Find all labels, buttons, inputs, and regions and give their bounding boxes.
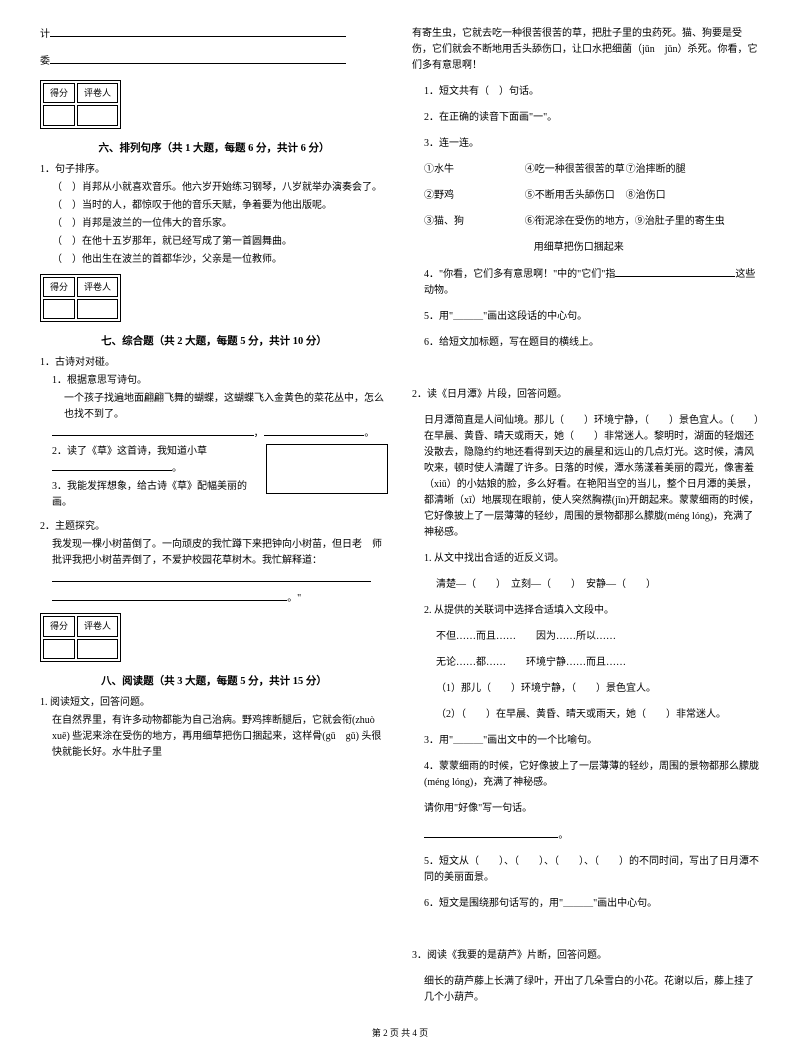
r2-q6: 6．短文是围绕那句话写的，用"＿＿＿"画出中心句。 bbox=[412, 896, 760, 912]
q6-1-line-1: （ ）当时的人，都惊叹于他的音乐天赋，争着要为他出版呢。 bbox=[40, 198, 388, 214]
r2-text: 日月潭简直是人间仙境。那儿（ ）环境宁静，（ ）景色宜人。（ ）在早晨、黄昏、晴… bbox=[412, 413, 760, 541]
q6-1-label: 1．句子排序。 bbox=[40, 162, 388, 178]
score-box-8: 得分评卷人 bbox=[40, 613, 121, 662]
r-para1: 有寄生虫，它就去吃一种很苦很苦的草，把肚子里的虫药死。猫、狗要是受伤，它们就会不… bbox=[412, 26, 760, 74]
q8-1-text: 在自然界里，有许多动物都能为自己治病。野鸡摔断腿后，它就会衔(zhuò xuē)… bbox=[40, 713, 388, 761]
page-footer: 第 2 页 共 4 页 bbox=[40, 1026, 760, 1040]
r-q4: 4．"你看，它们多有意思啊！"中的"它们"指这些动物。 bbox=[412, 266, 760, 299]
q6-1-line-2: （ ）肖邦是波兰的一位伟大的音乐家。 bbox=[40, 216, 388, 232]
q6-1-line-3: （ ）在他十五岁那年，就已经写成了第一首圆舞曲。 bbox=[40, 234, 388, 250]
section-7-title: 七、综合题（共 2 大题，每题 5 分，共计 10 分） bbox=[40, 334, 388, 351]
r2-q2-a: 不但……而且…… 因为……所以…… bbox=[412, 629, 760, 645]
q8-1-label: 1. 阅读短文，回答问题。 bbox=[40, 695, 388, 711]
match-row-3b: 用细草把伤口捆起来 bbox=[412, 240, 760, 256]
q8-1: 1. 阅读短文，回答问题。 在自然界里，有许多动物都能为自己治病。野鸡摔断腿后，… bbox=[40, 695, 388, 761]
score-c2: 评卷人 bbox=[77, 83, 118, 103]
r-q1-2: 2．在正确的读音下面画"一"。 bbox=[412, 110, 760, 126]
score-box-7: 得分评卷人 bbox=[40, 274, 121, 323]
match-row-1: ①水牛④吃一种很苦很苦的草⑦治摔断的腿 bbox=[412, 162, 760, 178]
r-q6: 6．给短文加标题，写在题目的横线上。 bbox=[412, 335, 760, 351]
r3-text: 细长的葫芦藤上长满了绿叶，开出了几朵雪白的小花。花谢以后，藤上挂了几个小葫芦。 bbox=[412, 974, 760, 1006]
r2-q4b: 请你用"好像"写一句话。 bbox=[412, 801, 760, 817]
drawing-box bbox=[266, 444, 388, 494]
top-line-ji: 计 bbox=[40, 26, 388, 43]
match-row-3: ③猫、狗⑥衔泥涂在受伤的地方，⑨治肚子里的寄生虫 bbox=[412, 214, 760, 230]
r-q5: 5．用"＿＿＿"画出这段话的中心句。 bbox=[412, 309, 760, 325]
q7-1-1-text: 一个孩子找遍地面翩翩飞舞的蝴蝶，这蝴蝶飞入金黄色的菜花丛中，怎么也找不到了。 bbox=[40, 391, 388, 423]
q7-1-label: 1．古诗对对碰。 bbox=[40, 355, 388, 371]
q7-1: 1．古诗对对碰。 1．根据意思写诗句。 一个孩子找遍地面翩翩飞舞的蝴蝶，这蝴蝶飞… bbox=[40, 355, 388, 513]
q7-2-text: 我发现一棵小树苗倒了。一向顽皮的我忙蹲下来把钟向小树苗，但日老 师批评我把小树苗… bbox=[40, 537, 388, 569]
section-6-title: 六、排列句序（共 1 大题，每题 6 分，共计 6 分） bbox=[40, 141, 388, 158]
q7-1-2: 2．读了《草》这首诗，我知道小草 bbox=[52, 446, 207, 457]
score-box-6: 得分评卷人 bbox=[40, 80, 121, 129]
r-q1-1: 1．短文共有（ ）句话。 bbox=[412, 84, 760, 100]
q7-1-1: 1．根据意思写诗句。 bbox=[40, 373, 388, 389]
r2-q2: 2. 从提供的关联词中选择合适填入文段中。 bbox=[412, 603, 760, 619]
r2-q5: 5．短文从（ ）、（ ）、（ ）、（ ）的不同时间，写出了日月潭不同的美丽面景。 bbox=[412, 854, 760, 886]
q6-1-line-0: （ ）肖邦从小就喜欢音乐。他六岁开始练习钢琴，八岁就举办演奏会了。 bbox=[40, 180, 388, 196]
match-row-2: ②野鸡⑤不断用舌头舔伤口⑧治伤口 bbox=[412, 188, 760, 204]
r2-q2-b: 无论……都…… 环境宁静……而且…… bbox=[412, 655, 760, 671]
r2-q1-a: 清楚—（ ） 立刻—（ ） 安静—（ ） bbox=[412, 577, 760, 593]
r2-q2-l2: （2）（ ）在早晨、黄昏、晴天或雨天，她（ ）非常迷人。 bbox=[412, 707, 760, 723]
r3-label: 3．阅读《我要的是葫芦》片断，回答问题。 bbox=[412, 948, 760, 964]
left-column: 计 委 得分评卷人 六、排列句序（共 1 大题，每题 6 分，共计 6 分） 1… bbox=[40, 16, 388, 1016]
q7-2: 2．主题探究。 我发现一棵小树苗倒了。一向顽皮的我忙蹲下来把钟向小树苗，但日老 … bbox=[40, 519, 388, 607]
section-8-title: 八、阅读题（共 3 大题，每题 5 分，共计 15 分） bbox=[40, 674, 388, 691]
q6-1-line-4: （ ）他出生在波兰的首都华沙，父亲是一位教师。 bbox=[40, 252, 388, 268]
r2-q3: 3．用"＿＿＿"画出文中的一个比喻句。 bbox=[412, 733, 760, 749]
r2-q2-l1: （1）那儿（ ）环境宁静，（ ）景色宜人。 bbox=[412, 681, 760, 697]
right-column: 有寄生虫，它就去吃一种很苦很苦的草，把肚子里的虫药死。猫、狗要是受伤，它们就会不… bbox=[412, 16, 760, 1016]
q6-1: 1．句子排序。 （ ）肖邦从小就喜欢音乐。他六岁开始练习钢琴，八岁就举办演奏会了… bbox=[40, 162, 388, 268]
r-q1-3: 3．连一连。 bbox=[412, 136, 760, 152]
r2-q4a: 4．蒙蒙细雨的时候，它好像披上了一层薄薄的轻纱，周围的景物都那么朦胧(méng … bbox=[412, 759, 760, 791]
top-line-wei: 委 bbox=[40, 53, 388, 70]
score-c1: 得分 bbox=[43, 83, 75, 103]
page-root: 计 委 得分评卷人 六、排列句序（共 1 大题，每题 6 分，共计 6 分） 1… bbox=[40, 16, 760, 1016]
r2-label: 2．读《日月潭》片段，回答问题。 bbox=[412, 387, 760, 403]
q7-2-label: 2．主题探究。 bbox=[40, 519, 388, 535]
